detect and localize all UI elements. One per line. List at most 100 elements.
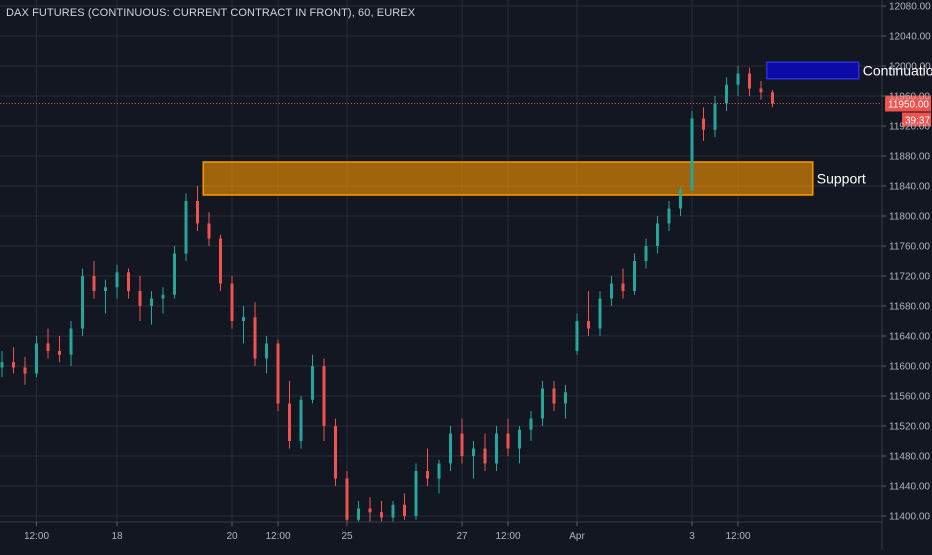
- candle-body: [633, 261, 636, 291]
- candle: [771, 90, 774, 108]
- time-tick-label: 25: [341, 531, 353, 542]
- candle-body: [334, 426, 337, 479]
- candle: [575, 313, 579, 355]
- candle-body: [368, 508, 372, 513]
- price-tick-label: 11480.00: [889, 452, 930, 463]
- time-axis[interactable]: 12:00 18 20 12:00 25 27 12:00 Apr 3 12:00: [0, 521, 882, 542]
- price-tick-label: 11760.00: [889, 242, 930, 253]
- candle: [736, 66, 740, 96]
- candle-body: [58, 351, 61, 355]
- candle: [46, 328, 50, 359]
- candle-body: [552, 388, 556, 404]
- candle: [713, 96, 717, 138]
- candle: [35, 336, 38, 378]
- price-tick-label: 11640.00: [889, 332, 930, 343]
- price-tick-label: 11520.00: [889, 422, 930, 433]
- candle: [564, 384, 567, 419]
- candle-body: [460, 433, 464, 456]
- candle-body: [69, 328, 73, 355]
- price-axis[interactable]: 12080.00 12040.00 12000.00 11960.00 11920.00…: [881, 0, 931, 550]
- candle-body: [357, 508, 360, 520]
- last-price-label-bg: [885, 95, 931, 112]
- candle: [759, 81, 763, 100]
- candle: [184, 193, 188, 261]
- candle-body: [150, 298, 153, 306]
- support-zone: [202, 161, 814, 196]
- candle: [173, 246, 176, 299]
- candle-body: [23, 367, 27, 374]
- candle-body: [403, 504, 406, 516]
- candle-body: [621, 283, 625, 291]
- candle-body: [518, 429, 521, 449]
- candle: [449, 426, 452, 471]
- candle-body: [288, 403, 291, 441]
- time-tick-label: Apr: [569, 531, 585, 542]
- candle-body: [219, 238, 222, 284]
- candle-body: [265, 343, 268, 359]
- candle-body: [230, 283, 234, 321]
- candle: [127, 268, 130, 299]
- candle-body: [92, 276, 96, 291]
- candle-body: [426, 471, 429, 479]
- candle: [288, 381, 291, 449]
- candle: [656, 216, 659, 254]
- candle: [529, 411, 533, 441]
- candle-body: [541, 388, 544, 419]
- candle-body: [0, 362, 4, 368]
- candle-body: [253, 317, 257, 359]
- time-tick-label: 12:00: [495, 531, 520, 542]
- time-tick-label: 12:00: [265, 531, 290, 542]
- candle-body: [667, 208, 671, 224]
- price-tick-label: 12000.00: [889, 62, 931, 73]
- price-tick-label: 11440.00: [889, 482, 930, 493]
- candle: [81, 268, 84, 336]
- candle: [115, 264, 119, 299]
- candle-body: [173, 253, 176, 295]
- candle-body: [771, 92, 774, 104]
- candle: [679, 186, 682, 216]
- candle-body: [391, 504, 395, 518]
- candle: [633, 253, 636, 295]
- candle: [161, 287, 165, 314]
- candle-body: [748, 73, 751, 89]
- candle-body: [736, 73, 740, 85]
- time-tick-label: 18: [111, 531, 123, 542]
- price-tick-label: 11920.00: [889, 122, 930, 133]
- price-tick-label: 11800.00: [889, 212, 930, 223]
- candle: [403, 493, 406, 520]
- price-tick-label: 12040.00: [889, 32, 931, 43]
- candle-body: [713, 103, 717, 130]
- candle-body: [506, 433, 510, 449]
- candle: [58, 336, 61, 363]
- candle-body: [345, 478, 349, 520]
- candle: [104, 279, 107, 314]
- candle-body: [127, 272, 130, 291]
- countdown-label-bg: [902, 112, 931, 127]
- candle-body: [598, 298, 602, 329]
- support-label: Support: [817, 171, 866, 187]
- candle-body: [702, 118, 705, 130]
- candle: [253, 302, 257, 366]
- candle-body: [437, 463, 441, 479]
- price-tick-label: 11600.00: [889, 362, 930, 373]
- continuation-zone: [766, 61, 860, 80]
- candle-body: [12, 362, 15, 368]
- candle: [207, 212, 211, 246]
- candle: [702, 107, 705, 141]
- candle: [690, 111, 694, 194]
- time-tick-label: 20: [226, 531, 238, 542]
- candle: [138, 276, 142, 321]
- candle-body: [322, 366, 326, 426]
- candle-body: [138, 291, 142, 306]
- candle-body: [276, 343, 280, 404]
- price-tick-label: 11400.00: [889, 512, 930, 523]
- candle: [598, 291, 602, 336]
- last-price-label: 11950.00: [888, 100, 929, 111]
- candle-body: [690, 118, 694, 190]
- candle-body: [104, 287, 107, 291]
- time-tick-label: 27: [456, 531, 468, 542]
- candle: [437, 459, 441, 494]
- last-price-line: 11950.00 39:37: [0, 95, 931, 127]
